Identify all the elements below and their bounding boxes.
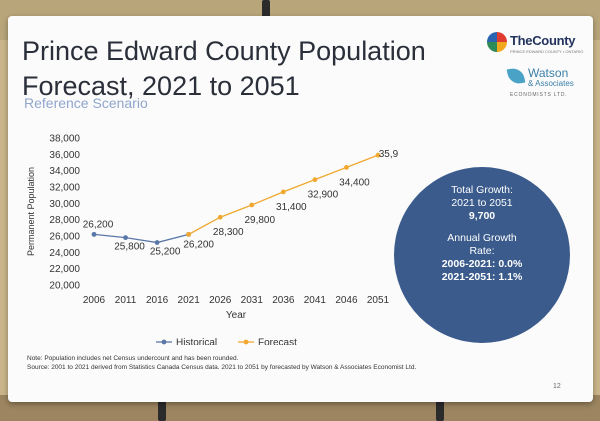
growth-label: Total Growth:: [451, 184, 513, 196]
growth-period: 2021 to 2051: [451, 197, 513, 209]
y-tick-label: 34,000: [49, 166, 80, 177]
series-line-historical: [93, 233, 189, 244]
series-line-forecast: [188, 154, 379, 235]
data-label: 34,400: [339, 177, 370, 188]
summary-circle: Total Growth: 2021 to 2051 9,700 Annual …: [394, 167, 570, 343]
rate-label-2: Rate:: [469, 245, 495, 257]
y-tick-label: 28,000: [49, 215, 80, 226]
watson-logo: Watson & Associates ECONOMISTS LTD.: [506, 66, 578, 100]
data-point-forecast: [344, 165, 349, 170]
y-tick-label: 20,000: [49, 281, 80, 292]
data-label: 25,800: [114, 242, 145, 253]
data-label: 28,300: [213, 227, 244, 238]
data-label: 35,900: [379, 149, 398, 160]
watson-logo-line2: & Associates: [528, 79, 574, 88]
x-tick-label: 2011: [115, 295, 137, 306]
data-label: 26,200: [183, 239, 214, 250]
data-label: 26,200: [83, 219, 114, 230]
y-tick-label: 38,000: [49, 134, 80, 145]
population-chart: 20,000 22,000 24,000 26,000 28,000 30,000 32,0…: [26, 134, 398, 346]
y-tick-label: 30,000: [49, 199, 80, 210]
source-text: Source: 2001 to 2021 derived from Statis…: [27, 364, 417, 371]
x-tick-label: 2026: [209, 295, 232, 306]
data-point-historical: [91, 231, 97, 237]
easel-top-clip: [262, 0, 270, 18]
y-tick-label: 24,000: [49, 248, 80, 259]
y-axis-title: Permanent Population: [26, 167, 36, 256]
watson-logo-line1: Watson: [528, 66, 569, 80]
legend-marker-forecast: [243, 339, 249, 345]
x-tick-label: 2046: [335, 295, 358, 306]
rate-2006-2021: 2006-2021: 0.0%: [441, 258, 523, 270]
county-logo: TheCounty PRINCE EDWARD COUNTY • ONTARIO: [487, 30, 583, 60]
x-tick-label: 2016: [146, 295, 169, 306]
x-tick-label: 2041: [304, 295, 327, 306]
data-label: 25,200: [150, 247, 181, 258]
y-tick-label: 22,000: [49, 264, 80, 275]
legend-label-historical: Historical: [176, 338, 217, 346]
county-logo-tagline: PRINCE EDWARD COUNTY • ONTARIO: [510, 49, 584, 54]
slide-subtitle: Reference Scenario: [24, 95, 148, 111]
data-point-forecast: [249, 202, 255, 208]
data-point-historical: [123, 235, 128, 241]
x-tick-label: 2006: [83, 295, 106, 306]
data-point-forecast: [375, 152, 381, 158]
leaf-icon: [506, 66, 526, 86]
watson-logo-line3: ECONOMISTS LTD.: [510, 92, 568, 98]
y-tick-label: 26,000: [49, 232, 80, 243]
data-point-forecast: [280, 189, 286, 195]
data-point-forecast: [312, 177, 318, 183]
x-tick-label: 2051: [367, 295, 390, 306]
county-logo-name: TheCounty: [510, 33, 576, 48]
growth-value: 9,700: [468, 210, 496, 222]
data-point-historical: [154, 240, 160, 245]
data-point-forecast: [217, 214, 223, 220]
county-logo-icon: [487, 32, 507, 52]
data-label: 31,400: [276, 202, 307, 213]
legend-label-forecast: Forecast: [258, 338, 297, 346]
x-axis-title: Year: [226, 310, 247, 321]
page-number: 12: [553, 383, 561, 390]
note-text: Note: Population includes net Census und…: [27, 355, 239, 362]
y-tick-label: 36,000: [49, 150, 80, 161]
easel-leg-left: [158, 398, 166, 421]
slide-title: Prince Edward County Population Forecast…: [22, 36, 426, 101]
y-tick-label: 32,000: [49, 183, 80, 194]
x-tick-label: 2021: [178, 295, 201, 306]
x-tick-label: 2031: [241, 295, 264, 306]
data-label: 32,900: [308, 190, 339, 201]
data-label: 29,800: [244, 215, 275, 226]
legend-marker-historical: [161, 339, 167, 345]
rate-label-1: Annual Growth: [447, 232, 517, 244]
data-point-forecast: [186, 231, 192, 237]
x-tick-label: 2036: [272, 295, 295, 306]
easel-leg-right: [436, 398, 444, 421]
rate-2021-2051: 2021-2051: 1.1%: [441, 271, 523, 283]
